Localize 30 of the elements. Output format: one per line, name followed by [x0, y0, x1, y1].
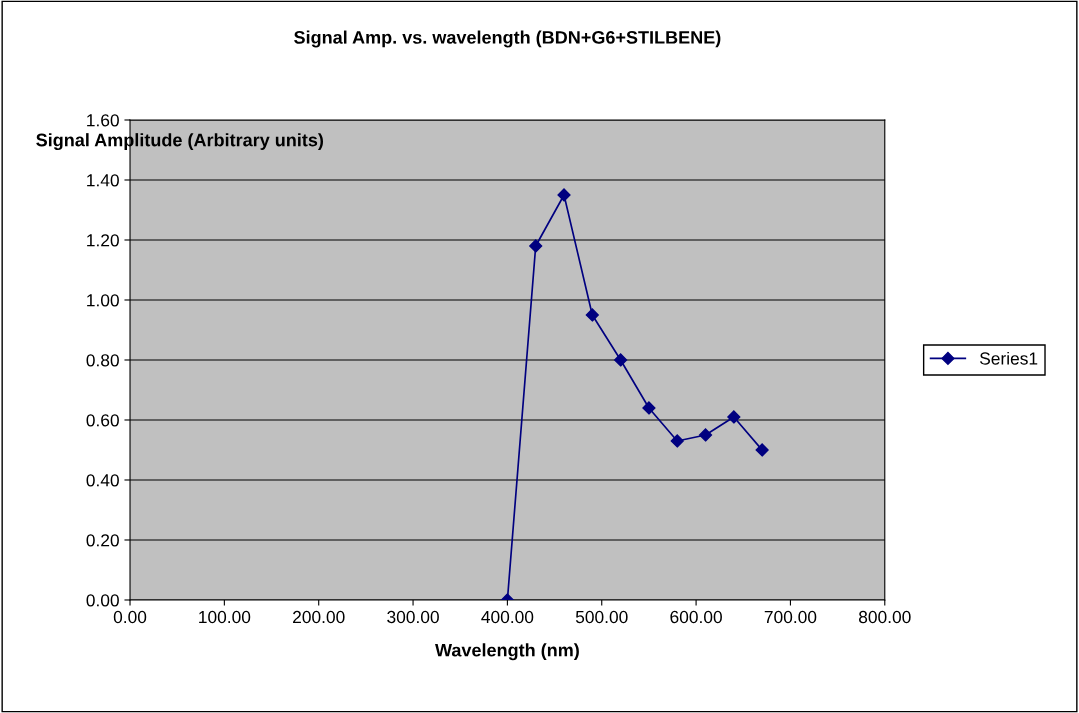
y-tick-label: 0.60 — [86, 414, 119, 427]
x-axis-title: Wavelength (nm) — [435, 643, 579, 661]
x-tick-label: 800.00 — [858, 610, 911, 624]
y-tick-label: 1.00 — [87, 294, 119, 307]
point — [642, 401, 656, 415]
y-tick-label: 1.40 — [87, 174, 119, 187]
point — [614, 353, 628, 367]
x-tick-label: 100.00 — [199, 610, 251, 624]
y-tick-label: 0.80 — [86, 354, 119, 367]
y-tick-label: 0.40 — [86, 474, 119, 487]
x-tick-label: 600.00 — [670, 610, 722, 624]
x-tick-label: 200.00 — [293, 610, 345, 624]
point — [755, 443, 769, 457]
x-tick-label: 500.00 — [575, 610, 628, 624]
y-tick-label: 0.20 — [86, 534, 119, 547]
point — [670, 434, 684, 448]
point — [529, 239, 543, 253]
point — [557, 188, 571, 202]
point — [727, 410, 741, 424]
point — [698, 428, 713, 442]
y-tick-label: 1.60 — [87, 114, 119, 127]
y-tick-label: 1.20 — [87, 234, 119, 247]
y-tick-label: 0.00 — [86, 594, 119, 607]
x-tick-label: 400.00 — [481, 610, 534, 624]
x-tick-label: 300.00 — [387, 610, 439, 624]
x-tick-label: 0.00 — [113, 610, 147, 624]
legend-label: Series1 — [980, 351, 1038, 365]
x-tick-label: 700.00 — [764, 610, 817, 624]
point — [585, 308, 599, 322]
chart-title: Signal Amp. vs. wavelength (BDN+G6+STILBENE) — [294, 30, 721, 48]
